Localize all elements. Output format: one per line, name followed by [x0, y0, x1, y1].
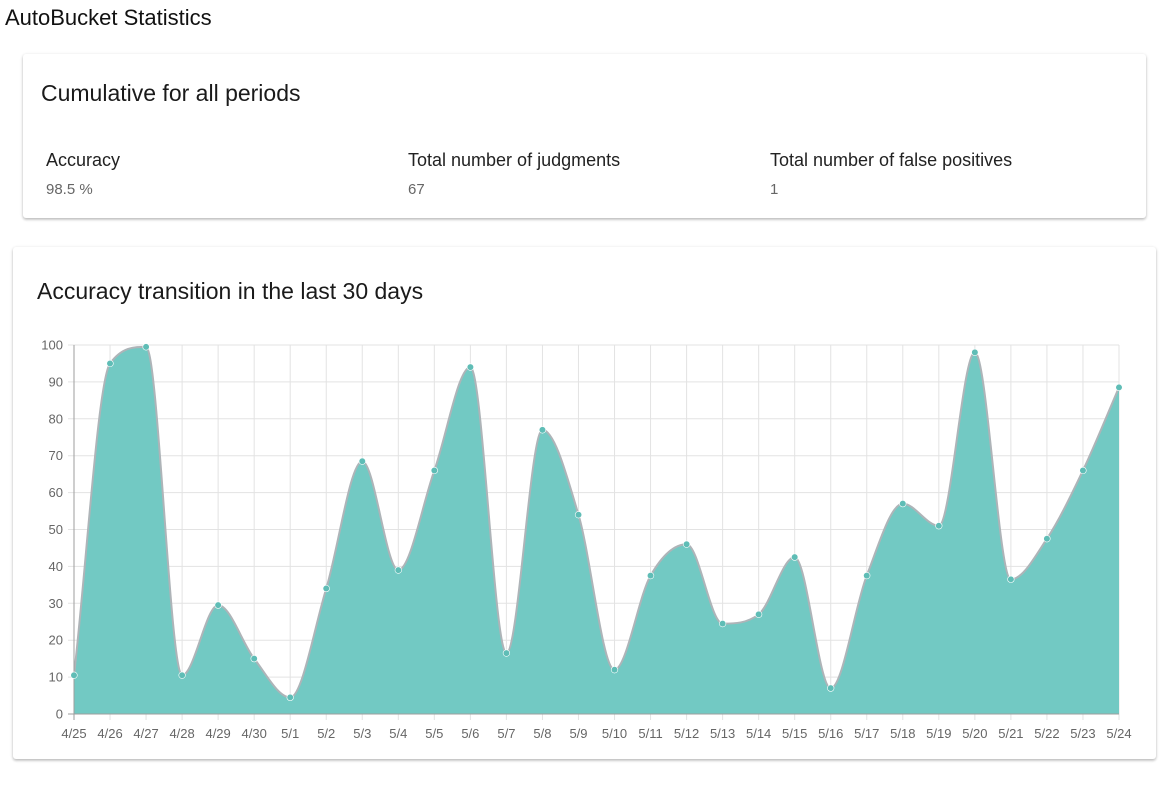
accuracy-series-line: [73, 345, 1120, 699]
x-tick-label: 5/3: [353, 726, 371, 741]
data-point: [286, 693, 294, 701]
x-tick-label: 5/1: [281, 726, 299, 741]
x-tick-label: 5/22: [1034, 726, 1059, 741]
x-tick-label: 4/29: [205, 726, 230, 741]
y-tick-label: 10: [49, 670, 63, 685]
data-point: [935, 522, 943, 530]
data-point: [502, 649, 511, 657]
data-point: [430, 466, 438, 475]
x-tick-label: 5/13: [710, 726, 735, 741]
x-tick-label: 5/8: [533, 726, 551, 741]
data-point: [214, 601, 222, 609]
data-point: [322, 584, 330, 593]
data-point: [70, 671, 78, 679]
y-tick-label: 80: [49, 411, 63, 426]
data-point: [106, 359, 114, 368]
data-point: [394, 566, 402, 574]
stat-value: 1: [770, 181, 779, 198]
x-tick-label: 5/7: [497, 726, 515, 741]
data-point: [358, 457, 366, 465]
y-tick-label: 30: [49, 596, 63, 611]
x-tick-label: 5/12: [674, 726, 699, 741]
x-tick-label: 5/9: [569, 726, 587, 741]
data-point: [1007, 575, 1015, 583]
y-tick-label: 50: [49, 522, 63, 537]
x-tick-label: 5/11: [638, 726, 662, 741]
data-point: [1079, 466, 1087, 475]
y-tick-label: 60: [49, 485, 63, 500]
data-point: [755, 610, 763, 618]
x-tick-label: 5/14: [746, 726, 771, 741]
y-tick-label: 40: [49, 559, 63, 574]
x-tick-label: 5/21: [998, 726, 1023, 741]
data-point: [791, 553, 799, 561]
data-point: [682, 540, 691, 548]
data-point: [1115, 383, 1123, 392]
x-tick-label: 5/24: [1106, 726, 1131, 741]
accuracy-area-fill: [74, 346, 1119, 714]
x-tick-label: 4/27: [133, 726, 158, 741]
stat-value: 98.5 %: [46, 181, 93, 198]
y-tick-label: 0: [56, 707, 63, 722]
x-tick-label: 5/23: [1070, 726, 1095, 741]
stat-accuracy: Accuracy 98.5 %: [46, 148, 120, 200]
chart-card-title: Accuracy transition in the last 30 days: [37, 278, 424, 304]
stat-total-judgments: Total number of judgments 67: [408, 148, 620, 200]
y-tick-label: 90: [49, 374, 63, 389]
data-point: [863, 572, 871, 580]
x-tick-label: 5/18: [890, 726, 915, 741]
stat-label: Total number of judgments: [408, 150, 621, 170]
x-tick-label: 5/10: [602, 726, 627, 741]
x-tick-label: 5/5: [425, 726, 443, 741]
x-tick-label: 4/30: [242, 726, 267, 741]
data-point: [466, 363, 474, 371]
stat-label: Total number of false positives: [770, 150, 1013, 170]
accuracy-chart-card: Accuracy transition in the last 30 days …: [13, 247, 1156, 759]
page-title: AutoBucket Statistics: [5, 5, 212, 30]
x-tick-label: 4/28: [169, 726, 194, 741]
y-tick-label: 70: [49, 448, 63, 463]
x-tick-label: 5/16: [818, 726, 843, 741]
x-tick-label: 5/6: [461, 726, 479, 741]
data-point: [574, 511, 583, 519]
x-tick-label: 5/17: [854, 726, 879, 741]
cumulative-card-title: Cumulative for all periods: [41, 80, 301, 106]
data-point: [971, 348, 979, 356]
data-point: [719, 619, 727, 628]
x-tick-label: 5/2: [317, 726, 335, 741]
x-tick-label: 5/15: [782, 726, 807, 741]
data-point: [1043, 535, 1051, 543]
data-point: [250, 655, 258, 663]
data-point: [610, 666, 619, 674]
x-tick-label: 5/4: [389, 726, 407, 741]
y-tick-label: 20: [49, 633, 63, 648]
stat-value: 67: [408, 181, 425, 198]
data-point: [142, 343, 150, 351]
accuracy-area-chart: 0 10 20 30 40 50 60 70 80 90 100 4/25 4/26 4/27 4/28 4/…: [41, 338, 1131, 742]
y-tick-label: 100: [41, 338, 63, 353]
cumulative-card: Cumulative for all periods Accuracy 98.5…: [23, 54, 1146, 218]
stat-false-positives: Total number of false positives 1: [770, 148, 1012, 200]
data-point: [178, 671, 186, 679]
data-point: [646, 572, 655, 580]
data-point: [827, 684, 835, 692]
x-tick-label: 5/19: [926, 726, 951, 741]
data-point: [899, 500, 907, 508]
stat-label: Accuracy: [46, 150, 121, 170]
x-tick-label: 4/25: [61, 726, 86, 741]
data-point: [538, 426, 547, 434]
x-tick-label: 5/20: [962, 726, 987, 741]
x-tick-label: 4/26: [97, 726, 122, 741]
